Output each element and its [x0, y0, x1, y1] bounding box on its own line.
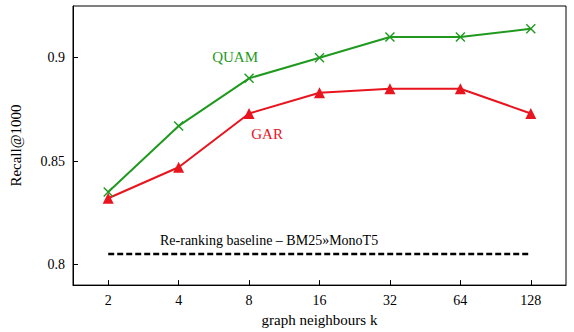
svg-text:0.8: 0.8: [48, 257, 66, 272]
svg-text:0.85: 0.85: [41, 154, 66, 169]
svg-text:QUAM: QUAM: [212, 49, 258, 65]
svg-text:2: 2: [105, 293, 112, 308]
svg-text:8: 8: [246, 293, 253, 308]
svg-text:16: 16: [313, 293, 327, 308]
svg-text:0.9: 0.9: [48, 50, 66, 65]
svg-text:Re-ranking baseline – BM25»Mon: Re-ranking baseline – BM25»MonoT5: [160, 233, 378, 248]
svg-text:GAR: GAR: [251, 126, 283, 142]
svg-text:128: 128: [520, 293, 541, 308]
svg-text:32: 32: [383, 293, 397, 308]
svg-text:4: 4: [175, 293, 182, 308]
svg-text:graph neighbours k: graph neighbours k: [262, 312, 378, 328]
svg-text:64: 64: [453, 293, 467, 308]
svg-text:Recall@1000: Recall@1000: [8, 104, 24, 186]
